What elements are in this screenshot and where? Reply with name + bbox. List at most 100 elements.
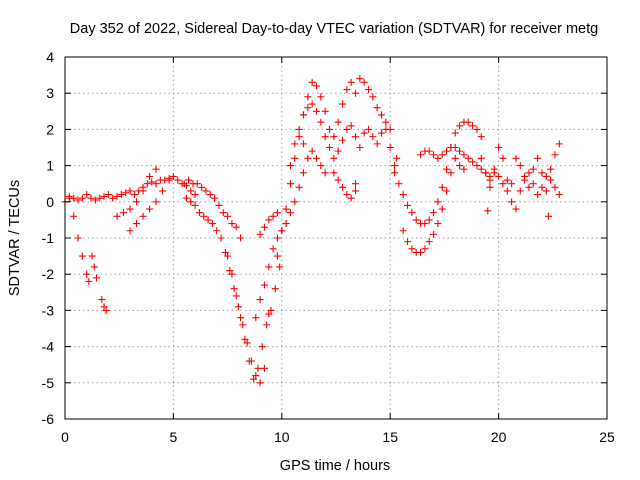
data-point [258, 343, 266, 351]
data-point [65, 194, 73, 202]
data-point [267, 306, 275, 314]
data-point [265, 310, 273, 318]
data-point [473, 162, 481, 170]
data-point [325, 125, 333, 133]
data-point [334, 176, 342, 184]
data-point [187, 187, 195, 195]
data-point [469, 158, 477, 166]
data-point [391, 169, 399, 177]
data-point [226, 267, 234, 275]
data-point [512, 205, 520, 213]
data-point [486, 183, 494, 191]
data-point [152, 198, 160, 206]
data-point [286, 180, 294, 188]
data-point [538, 183, 546, 191]
y-tick-labels: -6 -5 -4 -3 -2 -1 0 1 2 3 4 [42, 49, 55, 427]
data-point [117, 191, 125, 199]
data-point [373, 104, 381, 112]
data-point [252, 314, 260, 322]
series-track-t [486, 165, 563, 213]
data-point [143, 180, 151, 188]
data-point [120, 209, 128, 217]
data-point [393, 154, 401, 162]
data-point [241, 335, 249, 343]
data-point [425, 238, 433, 246]
data-point [339, 183, 347, 191]
data-point [198, 183, 206, 191]
data-point [347, 194, 355, 202]
series-track-g [182, 194, 268, 387]
data-point [339, 100, 347, 108]
data-point [443, 147, 451, 155]
data-point [146, 172, 154, 180]
x-axis-label: GPS time / hours [280, 458, 390, 474]
data-point [508, 198, 516, 206]
data-point [312, 107, 320, 115]
data-point [232, 223, 240, 231]
data-point [399, 227, 407, 235]
data-point [544, 212, 552, 220]
x-tick-label: 25 [599, 429, 615, 445]
data-point [395, 180, 403, 188]
y-tick-label: 4 [46, 49, 54, 65]
series-track-i [252, 147, 329, 322]
y-tick-label: -4 [42, 339, 55, 355]
data-point [486, 176, 494, 184]
data-point [330, 169, 338, 177]
data-point [113, 192, 121, 200]
data-point [490, 169, 498, 177]
data-point [508, 180, 516, 188]
data-point [304, 104, 312, 112]
data-point [521, 176, 529, 184]
data-point [265, 216, 273, 224]
data-point [503, 176, 511, 184]
data-point [352, 89, 360, 97]
data-point [425, 216, 433, 224]
data-point [495, 172, 503, 180]
data-point [352, 133, 360, 141]
series-track-p [391, 118, 485, 228]
data-point [317, 118, 325, 126]
data-point [299, 140, 307, 148]
data-point [360, 129, 368, 137]
data-point [417, 248, 425, 256]
data-point [484, 207, 492, 215]
data-point [482, 169, 490, 177]
data-point [278, 227, 286, 235]
data-point [291, 154, 299, 162]
data-point [321, 133, 329, 141]
data-point [438, 205, 446, 213]
data-point [308, 100, 316, 108]
data-point [83, 191, 91, 199]
data-point [269, 245, 277, 253]
data-point [122, 189, 130, 197]
data-point [100, 303, 108, 311]
data-point [343, 191, 351, 199]
data-point [378, 129, 386, 137]
x-tick-label: 10 [274, 429, 290, 445]
data-point [443, 187, 451, 195]
data-point [304, 93, 312, 101]
y-tick-label: -3 [42, 302, 55, 318]
data-point [312, 154, 320, 162]
data-point [78, 194, 86, 202]
data-point [404, 201, 412, 209]
series-track-b [65, 194, 93, 285]
data-point [165, 176, 173, 184]
data-point [260, 281, 268, 289]
data-point [276, 263, 284, 271]
data-point [152, 180, 160, 188]
series-track-c [88, 252, 110, 314]
data-point [90, 263, 98, 271]
data-point [308, 147, 316, 155]
data-point [195, 209, 203, 217]
y-tick-label: 1 [46, 158, 54, 174]
data-point [356, 75, 364, 83]
data-point [232, 292, 240, 300]
series-track-d [126, 176, 173, 235]
data-point [126, 205, 134, 213]
data-point [273, 209, 281, 217]
data-point [460, 165, 468, 173]
data-point [254, 364, 262, 372]
data-point [265, 263, 273, 271]
